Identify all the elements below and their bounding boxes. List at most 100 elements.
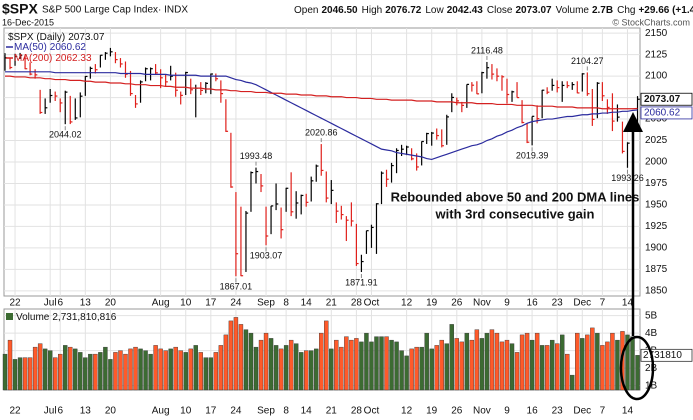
volume-bar <box>118 350 123 391</box>
volume-bar <box>37 343 43 391</box>
volume-bar <box>193 345 198 391</box>
pivot-label: 2020.86 <box>305 127 338 137</box>
volume-bar <box>268 338 274 391</box>
volume-bar <box>364 332 369 391</box>
volume-bar <box>319 332 324 391</box>
volume-bar <box>625 334 630 391</box>
volume-bar <box>12 359 18 391</box>
y-tick-label: 2025 <box>645 135 668 146</box>
volume-bar <box>113 352 118 391</box>
x-tick-label: 13 <box>80 406 92 417</box>
y-tick-label: 1950 <box>645 200 668 211</box>
x-tick-label: 12 <box>401 406 413 417</box>
volume-tick-label: 2B <box>645 363 658 374</box>
volume-bar <box>128 348 133 391</box>
x-tick-label: Nov <box>473 298 491 309</box>
volume-bar <box>293 343 299 391</box>
legend-name: $SPX (Daily) <box>8 32 65 43</box>
volume-bar <box>233 317 239 391</box>
legend-name: MA(50) <box>14 42 47 53</box>
volume-bar <box>429 348 434 391</box>
x-tick-label: 7 <box>600 406 606 417</box>
volume-bar <box>389 339 394 391</box>
volume-bar <box>288 339 294 391</box>
x-tick-label: 14 <box>622 298 634 309</box>
x-tick-label: 28 <box>351 406 363 417</box>
volume-bar <box>359 341 364 391</box>
volume-bar <box>27 357 33 391</box>
x-tick-label: 8 <box>283 406 289 417</box>
volume-bar <box>98 352 103 391</box>
volume-bar <box>479 338 485 391</box>
field-label: High <box>362 5 383 16</box>
volume-bar <box>539 345 545 391</box>
x-tick-label: 28 <box>351 298 363 309</box>
x-tick-label: 9 <box>504 298 510 309</box>
volume-bar <box>575 332 580 391</box>
y-tick-label: 1850 <box>645 285 668 296</box>
volume-bar <box>314 348 319 391</box>
y-tick-label: 1875 <box>645 264 668 275</box>
volume-bar <box>489 329 495 391</box>
volume-bar <box>339 346 344 391</box>
field-value: 2073.07 <box>515 5 552 16</box>
close-tag <box>640 92 693 106</box>
volume-bar <box>595 332 600 391</box>
volume-bar <box>93 353 98 391</box>
field-label: Close <box>487 5 513 16</box>
x-tick-label: 10 <box>180 406 192 417</box>
x-tick-label: 26 <box>451 406 463 417</box>
volume-bar <box>615 339 620 391</box>
volume-bar <box>243 329 249 391</box>
legend-name: Volume <box>16 312 50 323</box>
legend-swatch <box>6 313 13 320</box>
y-tick-label: 2000 <box>645 157 668 168</box>
field-label: Chg <box>617 5 635 16</box>
volume-bar <box>208 357 214 391</box>
volume-bar <box>494 332 500 391</box>
legend-value: 2,731,810,816 <box>52 312 116 323</box>
volume-bar <box>253 346 259 391</box>
y-tick-label: 1925 <box>645 221 668 232</box>
x-tick-label: Aug <box>152 406 170 417</box>
volume-bar <box>409 348 414 391</box>
volume-tag <box>640 348 693 362</box>
pivot-label: 1903.07 <box>250 251 283 261</box>
volume-bar <box>529 339 535 391</box>
labels: 1850187519001925195019752000202520502075… <box>6 28 693 417</box>
volume-bar <box>163 350 168 391</box>
ma-line <box>5 71 638 161</box>
y-tick-label: 2125 <box>645 49 668 60</box>
volume-bar <box>454 338 459 391</box>
x-tick-label: 23 <box>552 298 564 309</box>
volume-bar <box>248 332 254 391</box>
legend-ma: MA(50) 2060.62 <box>14 42 86 53</box>
volume-bar <box>228 320 234 391</box>
x-tick-label: Dec <box>573 298 591 309</box>
volume-bar <box>439 339 444 391</box>
x-tick-label: Sep <box>257 406 275 417</box>
pivot-label: 2019.39 <box>516 151 549 161</box>
volume-bar <box>178 350 183 391</box>
index-name: S&P 500 Large Cap Index· INDX <box>42 5 188 16</box>
volume-bar <box>519 334 525 391</box>
volume-bar <box>394 341 399 391</box>
volume-bar <box>369 341 374 391</box>
field-value: 2042.43 <box>447 5 484 16</box>
x-tick-label: 24 <box>230 298 242 309</box>
volume-bar <box>309 350 314 391</box>
volume-bar <box>344 336 349 391</box>
x-tick-label: 7 <box>600 298 606 309</box>
annotation: with 3rd consecutive gain <box>435 206 595 221</box>
volume-bar <box>263 332 269 391</box>
pivot-label: 2116.48 <box>471 45 503 55</box>
volume-bar <box>544 345 550 391</box>
volume-bar <box>524 332 530 391</box>
marks <box>2 47 640 391</box>
date: 16-Dec-2015 <box>2 17 54 27</box>
volume-bar <box>560 334 565 391</box>
pivot-label: 1993.48 <box>240 151 273 161</box>
x-tick-label: Dec <box>573 406 591 417</box>
volume-bar <box>88 353 93 391</box>
